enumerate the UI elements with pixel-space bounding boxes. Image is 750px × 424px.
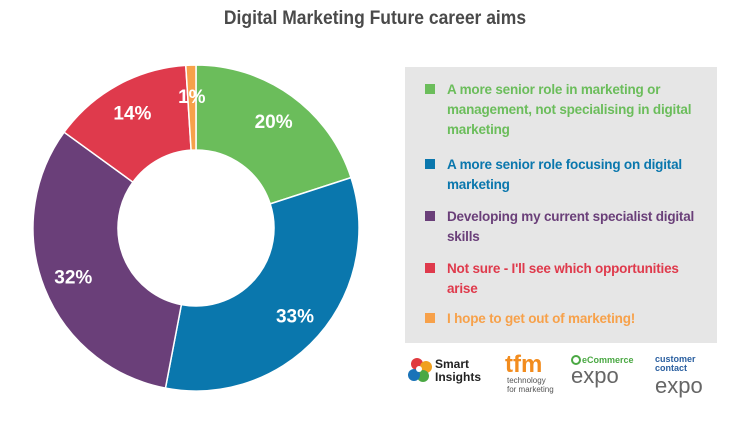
smart-insights-logo: Smart Insights [408,357,481,384]
legend-swatch [425,159,435,169]
legend-swatch [425,84,435,94]
legend-swatch [425,263,435,273]
legend-label: A more senior role in marketing or manag… [447,82,692,137]
svg-text:Smart: Smart [435,357,469,371]
legend: A more senior role in marketing or manag… [405,67,717,343]
svg-text:technology: technology [507,376,546,385]
slice-label: 14% [113,103,151,124]
slice-label: 20% [255,112,293,133]
slice-label: 33% [276,306,314,327]
donut-slice [164,176,360,392]
donut-slice [32,131,183,389]
legend-swatch [425,313,435,323]
svg-text:tfm: tfm [505,351,542,378]
legend-label: A more senior role focusing on digital m… [447,157,682,192]
donut-slice [184,64,197,151]
legend-label: I hope to get out of marketing! [447,311,636,326]
legend-label: Not sure - I'll see which opportunities … [447,261,679,296]
chart-title: Digital Marketing Future career aims [223,8,527,29]
svg-text:eCommerce: eCommerce [582,355,634,365]
slice-label: 32% [54,268,92,289]
donut-chart: 20% 33% 32% 14% 1% [32,64,360,392]
customer-contact-expo-logo: customer contact expo [655,354,703,398]
ecommerce-expo-logo: eCommerce expo [571,355,634,388]
legend-label: Developing my current specialist digital… [447,209,695,244]
svg-text:contact: contact [655,363,687,373]
svg-text:Insights: Insights [435,370,481,384]
tfm-logo: tfm technology for marketing [505,351,554,394]
svg-text:expo: expo [655,373,703,398]
donut-slice [195,64,352,205]
svg-text:customer: customer [655,354,696,364]
sponsor-logos: Smart Insights tfm technology for market… [405,350,717,410]
slice-label: 1% [178,87,206,108]
svg-text:expo: expo [571,363,619,388]
legend-swatch [425,211,435,221]
svg-text:for marketing: for marketing [507,385,554,394]
